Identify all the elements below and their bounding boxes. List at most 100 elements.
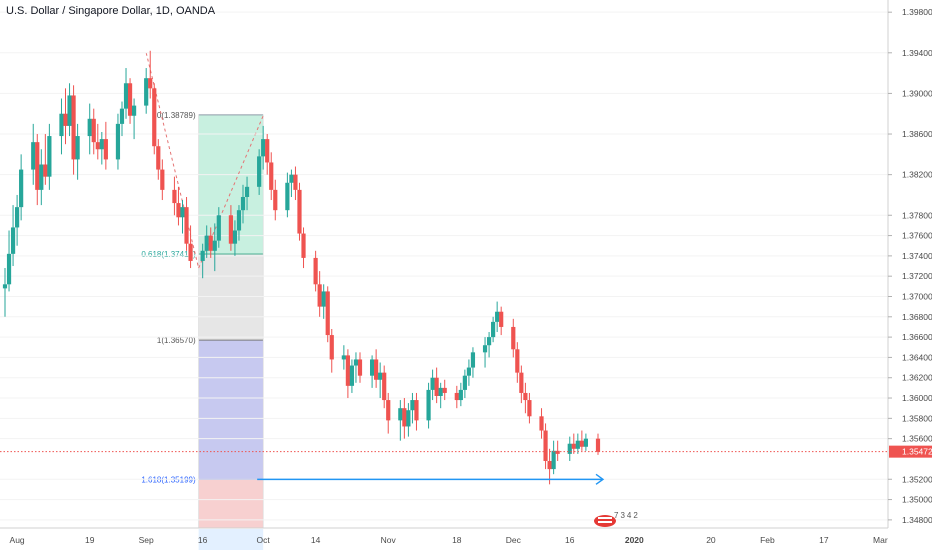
candle <box>289 169 294 197</box>
candle <box>511 318 516 358</box>
candle-body <box>172 189 177 204</box>
candle-body <box>462 375 467 390</box>
candle <box>10 205 16 267</box>
candle <box>434 367 439 404</box>
candle-body <box>341 355 346 360</box>
candle-body <box>293 174 298 190</box>
candle <box>99 132 104 165</box>
candle <box>555 440 560 461</box>
candle-body <box>434 377 439 396</box>
overlays: 7342 <box>0 451 888 527</box>
candle-body <box>200 250 205 261</box>
candle-body <box>543 430 548 461</box>
candle <box>148 50 153 99</box>
candle <box>119 101 125 137</box>
candle-body <box>39 164 44 190</box>
candle <box>466 359 472 386</box>
candle-body <box>156 146 161 170</box>
time-tick-label: Oct <box>257 535 271 545</box>
candle <box>63 88 68 145</box>
candle-body <box>345 355 350 386</box>
time-tick-label: 18 <box>452 535 462 545</box>
candle <box>321 284 326 319</box>
candle-body <box>313 257 318 285</box>
price-tick-label: 1.38600 <box>902 129 932 139</box>
candle-body <box>523 392 528 401</box>
candle <box>329 328 334 373</box>
price-tick-label: 1.39800 <box>902 7 932 17</box>
candle-body <box>325 291 330 336</box>
price-tick-label: 1.37800 <box>902 210 932 220</box>
candle <box>19 154 24 221</box>
candle <box>160 159 165 201</box>
candle-body <box>495 311 500 322</box>
candle-body <box>454 392 459 401</box>
candle-body <box>511 326 516 350</box>
candle <box>317 271 322 317</box>
price-tick-label: 1.35000 <box>902 495 932 505</box>
candle-body <box>482 345 488 353</box>
fibonacci-extension[interactable]: 0(1.38789) 0.618(1.37418) 1(1.36570) 1.618(… <box>141 52 264 528</box>
candle <box>269 152 274 201</box>
candle <box>426 382 431 429</box>
candle <box>293 166 298 201</box>
candle-body <box>374 359 379 380</box>
candle <box>273 179 278 221</box>
price-tick-label: 1.37000 <box>902 291 932 301</box>
candle-body <box>406 410 411 427</box>
candle-body <box>265 139 270 163</box>
fib-level-label: 0(1.38789) <box>157 111 196 120</box>
candle-body <box>216 215 221 241</box>
candle-body <box>414 400 419 421</box>
candle-body <box>289 174 294 183</box>
price-tick-label: 1.37400 <box>902 251 932 261</box>
candle-body <box>555 450 560 454</box>
candle <box>325 286 330 343</box>
candle <box>491 316 496 343</box>
candle-body <box>2 284 8 289</box>
candle-body <box>426 389 431 421</box>
candle-body <box>148 78 153 89</box>
candle <box>47 123 52 190</box>
candle <box>176 186 181 226</box>
candle <box>378 362 383 399</box>
fib-level-label: 0.618(1.37418) <box>141 250 196 259</box>
time-axis[interactable]: Aug 19 Sep 16 Oct 14 Nov 18 Dec 16 2020 20 Feb 17 Mar <box>0 527 932 550</box>
candle <box>297 182 302 241</box>
candle-body <box>228 215 234 244</box>
candle <box>519 365 524 404</box>
candle <box>208 227 213 258</box>
candle-body <box>430 377 435 390</box>
candle <box>35 134 40 206</box>
candle-body <box>369 359 375 376</box>
candle <box>527 392 532 424</box>
candle <box>115 113 121 170</box>
candle <box>454 385 459 409</box>
candle-body <box>176 203 181 218</box>
candle-body <box>127 83 133 116</box>
candle-body <box>144 78 149 106</box>
candle-body <box>63 113 68 126</box>
candle-body <box>180 207 185 218</box>
time-tick-label: Sep <box>139 535 154 545</box>
candle <box>127 78 133 124</box>
candle-body <box>232 230 238 244</box>
candle-body <box>71 95 76 160</box>
candle <box>204 225 209 258</box>
candle-body <box>75 136 80 160</box>
candle-body <box>575 440 580 449</box>
price-axis[interactable]: 1.39800 1.39400 1.39000 1.38600 1.38200 1.378… <box>887 0 932 550</box>
time-tick-label: 20 <box>706 535 716 545</box>
candle <box>6 230 12 292</box>
candle <box>402 398 407 439</box>
candle-body <box>257 156 262 187</box>
candle-body <box>236 210 242 231</box>
candle-body <box>386 400 391 421</box>
price-tick-label: 1.39000 <box>902 88 932 98</box>
candle <box>59 98 64 155</box>
candle <box>91 108 96 155</box>
candle-body <box>19 169 24 208</box>
current-price-badge <box>889 445 932 458</box>
candle <box>406 403 411 437</box>
